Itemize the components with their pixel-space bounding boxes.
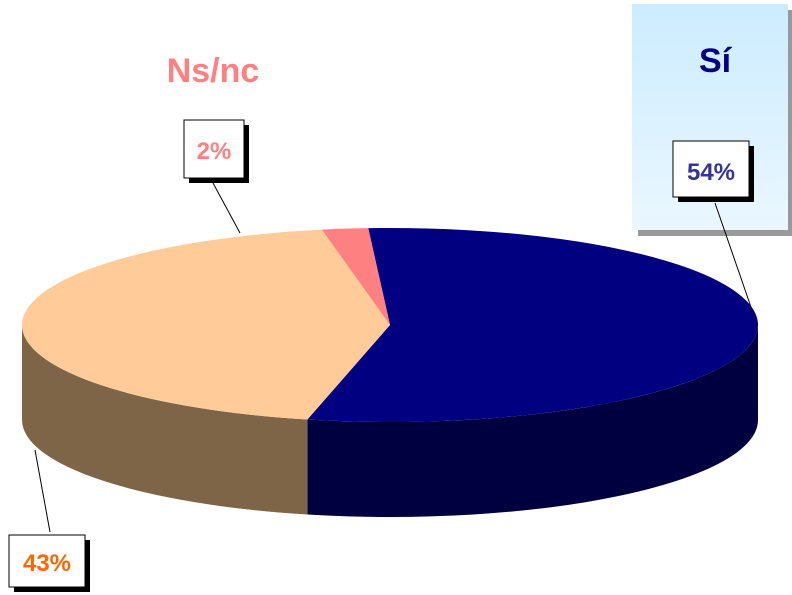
leader-line-43: [34, 449, 51, 533]
pie-slice-1: [22, 229, 390, 420]
value-box-43-frame: [8, 534, 86, 588]
value-box-nsnc-frame: [183, 119, 245, 179]
value-box-si: 54%: [672, 140, 754, 202]
pie-slice-2: [321, 228, 390, 325]
leader-line-si: [714, 202, 753, 311]
pie-slice-0: [307, 228, 759, 422]
leader-lines: [34, 182, 753, 533]
pie-side-0-0: [307, 325, 758, 517]
value-label-si: 54%: [687, 159, 735, 186]
si-label-panel: [632, 4, 792, 236]
pie-side-1-0: [22, 325, 308, 515]
pie-sides: [22, 325, 758, 517]
value-label-43: 43%: [23, 550, 71, 577]
value-box-si-frame: [672, 140, 750, 198]
pie-tops: [22, 228, 759, 422]
value-box-nsnc: 2%: [183, 119, 249, 183]
category-label-si: Sí: [699, 42, 733, 80]
value-box-43: 43%: [8, 534, 90, 592]
leader-line-nsnc: [212, 182, 241, 234]
value-label-nsnc: 2%: [197, 138, 232, 165]
category-label-nsnc: Ns/nc: [167, 52, 260, 90]
